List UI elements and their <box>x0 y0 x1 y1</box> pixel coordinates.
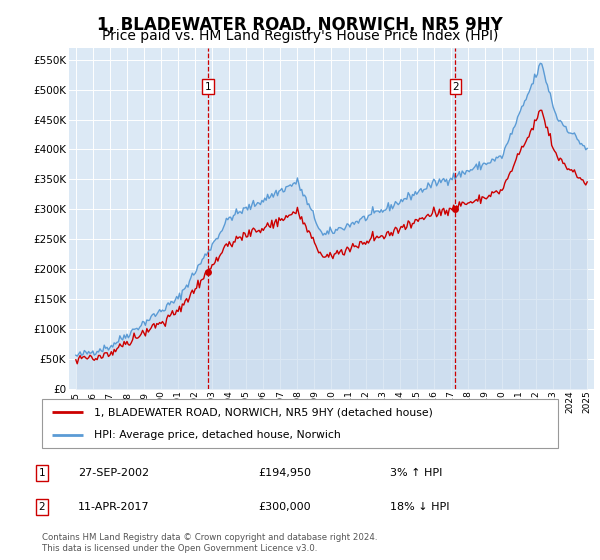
Text: 27-SEP-2002: 27-SEP-2002 <box>78 468 149 478</box>
Text: 3% ↑ HPI: 3% ↑ HPI <box>390 468 442 478</box>
Text: 18% ↓ HPI: 18% ↓ HPI <box>390 502 449 512</box>
Text: Contains HM Land Registry data © Crown copyright and database right 2024.
This d: Contains HM Land Registry data © Crown c… <box>42 533 377 553</box>
Text: £194,950: £194,950 <box>258 468 311 478</box>
Text: 1, BLADEWATER ROAD, NORWICH, NR5 9HY: 1, BLADEWATER ROAD, NORWICH, NR5 9HY <box>97 16 503 34</box>
Text: HPI: Average price, detached house, Norwich: HPI: Average price, detached house, Norw… <box>94 430 340 440</box>
FancyBboxPatch shape <box>42 399 558 448</box>
Text: 1: 1 <box>205 82 211 91</box>
Text: 1, BLADEWATER ROAD, NORWICH, NR5 9HY (detached house): 1, BLADEWATER ROAD, NORWICH, NR5 9HY (de… <box>94 407 433 417</box>
Text: 2: 2 <box>452 82 459 91</box>
Text: 2: 2 <box>38 502 46 512</box>
Text: £300,000: £300,000 <box>258 502 311 512</box>
Text: Price paid vs. HM Land Registry's House Price Index (HPI): Price paid vs. HM Land Registry's House … <box>102 29 498 43</box>
Text: 1: 1 <box>38 468 46 478</box>
Text: 11-APR-2017: 11-APR-2017 <box>78 502 149 512</box>
